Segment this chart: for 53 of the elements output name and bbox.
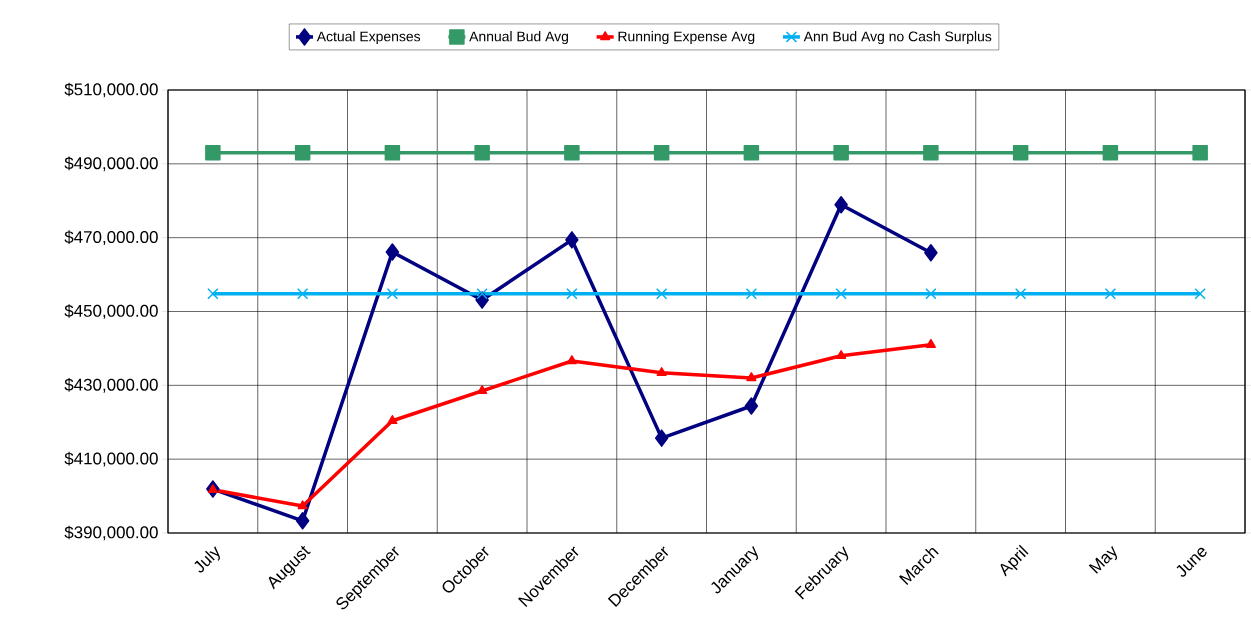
point <box>924 244 938 262</box>
point <box>835 288 847 300</box>
legend-label: Running Expense Avg <box>618 31 755 45</box>
point <box>1012 145 1029 161</box>
point <box>923 145 939 161</box>
point <box>384 145 401 161</box>
point <box>296 288 309 300</box>
point <box>656 367 667 377</box>
point <box>477 385 488 395</box>
point <box>1194 288 1206 300</box>
x-tick-label: July <box>194 546 220 573</box>
y-tick-label: $510,000.00 <box>64 82 158 98</box>
point <box>387 415 398 425</box>
y-tick-label: $430,000.00 <box>64 377 158 393</box>
point <box>925 288 937 300</box>
point <box>1192 145 1208 161</box>
point <box>565 231 579 249</box>
point <box>746 372 757 382</box>
point <box>294 145 311 161</box>
point <box>1014 288 1027 300</box>
point <box>207 288 219 300</box>
point <box>1102 145 1119 161</box>
point <box>836 350 847 360</box>
legend-label: Annual Bud Avg <box>469 31 569 45</box>
point <box>655 288 668 300</box>
point <box>205 145 221 161</box>
point <box>834 196 848 214</box>
point <box>744 397 759 415</box>
point <box>653 145 670 161</box>
legend-label: Actual Expenses <box>316 31 421 45</box>
y-tick-label: $470,000.00 <box>64 230 158 246</box>
point <box>564 145 580 161</box>
point <box>207 484 218 494</box>
point <box>566 288 578 300</box>
point <box>476 288 488 300</box>
point <box>745 288 758 300</box>
point <box>743 145 760 161</box>
point <box>833 145 849 161</box>
point <box>925 338 936 348</box>
point <box>1104 288 1117 300</box>
point <box>474 145 490 161</box>
point <box>566 355 577 365</box>
y-tick-label: $450,000.00 <box>64 304 158 319</box>
y-tick-label: $490,000.00 <box>64 156 158 172</box>
y-tick-label: $390,000.00 <box>64 525 158 541</box>
point <box>297 500 308 510</box>
point <box>654 429 669 447</box>
legend-label: Ann Bud Avg no Cash Surplus <box>803 31 992 45</box>
point <box>295 512 310 530</box>
point <box>386 288 399 300</box>
x-tick-label: May <box>1088 545 1118 574</box>
point <box>385 243 400 261</box>
y-tick-label: $410,000.00 <box>64 451 158 467</box>
